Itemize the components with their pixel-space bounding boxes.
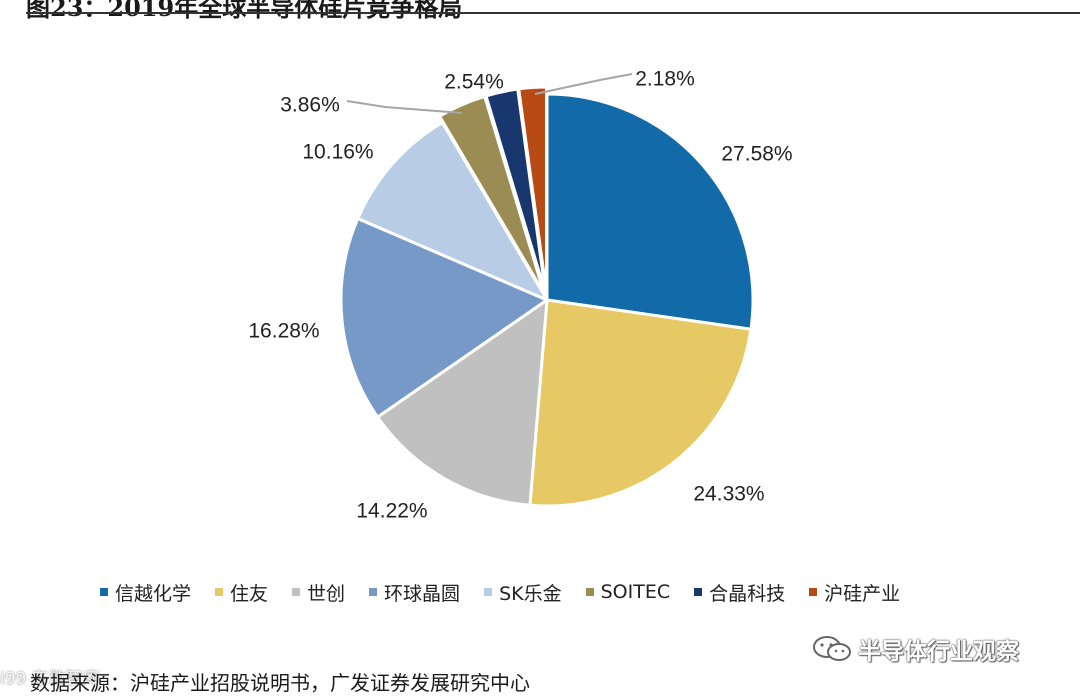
legend-swatch <box>585 588 594 596</box>
legend-label: SK乐金 <box>499 582 562 605</box>
wechat-icon <box>813 636 851 661</box>
legend-swatch <box>369 588 378 596</box>
pie-slices <box>339 85 755 508</box>
legend-label: SOITEC <box>600 581 671 603</box>
legend-item-sk-siltron: SK乐金 <box>484 579 562 606</box>
label-shin-etsu: 27.58% <box>721 143 792 166</box>
legend-item-soitec: SOITEC <box>585 581 671 603</box>
legend-item-wafer-works: 合晶科技 <box>694 579 785 606</box>
legend-item-nsig: 沪硅产业 <box>809 579 900 606</box>
legend: 信越化学 住友 世创 环球晶圆 SK乐金 SOITEC 合晶科技 沪硅产业 <box>100 578 1040 606</box>
legend-item-siltronic: 世创 <box>292 579 345 606</box>
leader-line-soitec <box>346 100 463 114</box>
corner-watermark: i99 东数智库 <box>0 669 100 689</box>
legend-label: 世创 <box>307 582 346 605</box>
legend-swatch <box>809 588 818 596</box>
watermark: 半导体行业观察 <box>812 632 1062 666</box>
label-globalwafers: 16.28% <box>248 320 319 343</box>
label-sumco: 24.33% <box>693 483 764 506</box>
source-note: 数据来源：沪硅产业招股说明书，广发证券发展研究中心 <box>30 671 530 695</box>
leader-line-hugui <box>534 73 633 95</box>
legend-item-shin-etsu: 信越化学 <box>100 579 191 606</box>
slice-nsig <box>517 85 549 295</box>
legend-item-globalwafers: 环球晶圆 <box>369 579 460 606</box>
slice-shin-etsu <box>545 92 755 331</box>
slice-sk-siltron <box>356 121 549 302</box>
legend-swatch <box>215 588 224 596</box>
legend-item-sumco: 住友 <box>215 579 268 606</box>
slice-sumco <box>528 298 753 508</box>
label-soitec: 3.86% <box>280 94 340 117</box>
legend-label: 住友 <box>230 582 269 605</box>
legend-label: 沪硅产业 <box>824 582 901 605</box>
pie-chart: 27.58% 24.33% 14.22% 16.28% 10.16% 3.86% 2.54%… <box>248 68 792 523</box>
pie-labels: 27.58% 24.33% 14.22% 16.28% 10.16% 3.86% 2.54%… <box>248 68 792 523</box>
legend-swatch <box>100 588 108 596</box>
chart-title: 图23：2019年全球半导体硅片竞争格局 <box>26 0 463 22</box>
label-nsig: 2.18% <box>635 68 695 91</box>
title-rule <box>26 12 1080 14</box>
legend-label: 环球晶圆 <box>384 582 461 605</box>
slice-siltronic <box>376 298 549 507</box>
label-sk-siltron: 10.16% <box>302 141 373 164</box>
legend-label: 信越化学 <box>115 582 192 605</box>
label-siltronic: 14.22% <box>356 500 427 523</box>
legend-label: 合晶科技 <box>709 582 786 605</box>
legend-swatch <box>694 588 703 596</box>
label-wafer-works: 2.54% <box>444 71 504 94</box>
legend-swatch <box>484 588 493 596</box>
slice-globalwafers <box>339 217 549 419</box>
watermark-text: 半导体行业观察 <box>858 639 1019 665</box>
legend-swatch <box>292 588 301 596</box>
leader-lines <box>346 73 633 114</box>
